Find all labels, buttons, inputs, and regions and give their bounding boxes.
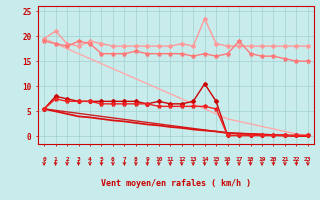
X-axis label: Vent moyen/en rafales ( km/h ): Vent moyen/en rafales ( km/h ) bbox=[101, 179, 251, 188]
